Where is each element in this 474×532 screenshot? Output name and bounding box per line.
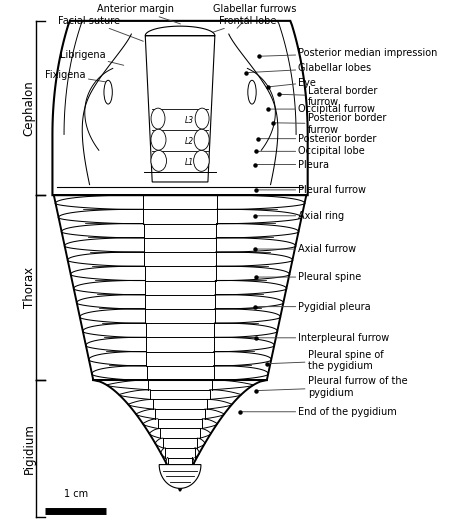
Text: Librigena: Librigena <box>60 50 124 65</box>
Text: End of the pygidium: End of the pygidium <box>243 407 397 417</box>
Text: Eye: Eye <box>270 78 316 88</box>
Text: Occipital furrow: Occipital furrow <box>270 104 375 114</box>
Polygon shape <box>93 380 267 491</box>
Ellipse shape <box>194 129 209 150</box>
Polygon shape <box>53 21 308 195</box>
Text: Cephalon: Cephalon <box>23 80 36 136</box>
Polygon shape <box>145 26 215 182</box>
Text: Frontal lobe: Frontal lobe <box>210 15 276 34</box>
Text: Glabellar furrows: Glabellar furrows <box>213 4 296 28</box>
Text: Interpleural furrow: Interpleural furrow <box>258 333 390 343</box>
Text: Pleural spine: Pleural spine <box>258 272 362 282</box>
Text: Lateral border
furrow: Lateral border furrow <box>281 86 377 107</box>
Ellipse shape <box>193 151 209 171</box>
Text: Fixigena: Fixigena <box>45 70 109 82</box>
Ellipse shape <box>195 108 209 129</box>
Ellipse shape <box>151 151 166 171</box>
Ellipse shape <box>248 80 256 104</box>
Text: Pleural furrow: Pleural furrow <box>258 185 366 195</box>
Text: Thorax: Thorax <box>23 267 36 308</box>
Text: L1: L1 <box>185 158 194 167</box>
Text: Facial suture: Facial suture <box>58 15 143 41</box>
Text: Pigidium: Pigidium <box>23 423 36 474</box>
Text: Pleural furrow of the
pygidium: Pleural furrow of the pygidium <box>258 376 407 398</box>
Text: Axial furrow: Axial furrow <box>257 244 356 254</box>
Text: Occipital lobe: Occipital lobe <box>258 146 365 156</box>
Ellipse shape <box>104 80 112 104</box>
Text: 1 cm: 1 cm <box>64 489 88 499</box>
Text: L3: L3 <box>185 115 194 124</box>
Polygon shape <box>159 464 201 488</box>
Ellipse shape <box>151 129 166 150</box>
Text: Glabellar lobes: Glabellar lobes <box>248 63 372 73</box>
Text: Pleura: Pleura <box>257 160 329 170</box>
Text: Axial ring: Axial ring <box>257 211 345 221</box>
Text: Pygidial pleura: Pygidial pleura <box>257 302 371 312</box>
Text: Anterior margin: Anterior margin <box>98 4 181 24</box>
Text: L2: L2 <box>185 137 194 146</box>
Text: Pleural spine of
the pygidium: Pleural spine of the pygidium <box>269 350 383 371</box>
Text: Posterior median impression: Posterior median impression <box>261 47 438 57</box>
Ellipse shape <box>151 108 165 129</box>
Text: Posterior border: Posterior border <box>260 134 377 144</box>
Text: Posterior border
furrow: Posterior border furrow <box>275 113 386 135</box>
